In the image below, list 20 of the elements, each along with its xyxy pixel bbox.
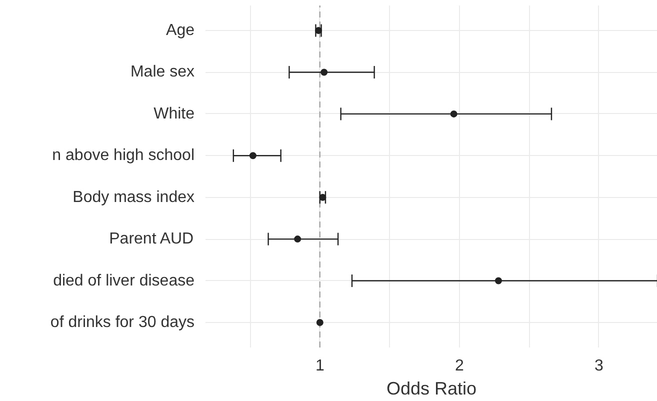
y-tick-label: White — [154, 105, 195, 122]
y-tick-label: n above high school — [52, 147, 194, 164]
point — [450, 110, 458, 118]
y-tick-label: of drinks for 30 days — [50, 314, 195, 331]
y-tick-label: Age — [166, 22, 195, 40]
point — [319, 194, 326, 201]
y-tick-label: Male sex — [130, 64, 195, 81]
point — [494, 277, 502, 284]
point — [320, 68, 328, 76]
point — [294, 236, 302, 243]
x-tick-label: 1 — [315, 358, 324, 374]
y-tick-label: died of liver disease — [53, 272, 195, 290]
x-tick-label: 2 — [454, 358, 464, 374]
x-axis-title: Odds Ratio — [386, 378, 477, 398]
point — [315, 27, 322, 34]
point — [316, 318, 324, 326]
x-tick-label: 3 — [594, 358, 604, 374]
y-tick-label: Parent AUD — [109, 230, 194, 248]
y-tick-label: Body mass index — [72, 188, 195, 206]
point — [249, 152, 256, 160]
